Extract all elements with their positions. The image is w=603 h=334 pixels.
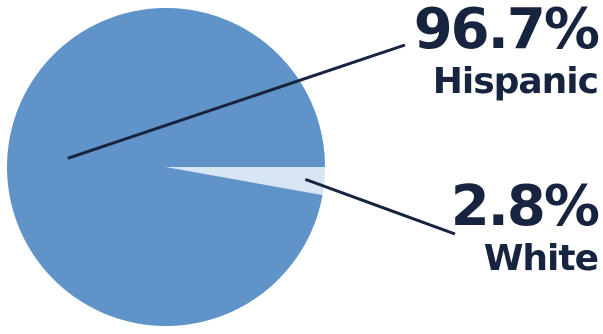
pie-slice-white — [166, 167, 325, 195]
pie-slice-hispanic — [6, 7, 326, 326]
hispanic-percent-label: 96.7% — [414, 0, 599, 62]
white-category-label: White — [484, 238, 598, 279]
leader-line-hispanic — [67, 43, 406, 160]
pie-slices — [6, 7, 326, 326]
hispanic-category-label: Hispanic — [433, 61, 598, 102]
white-percent-label: 2.8% — [451, 174, 599, 239]
leader-line-white — [304, 177, 456, 236]
leader-lines — [67, 43, 456, 236]
